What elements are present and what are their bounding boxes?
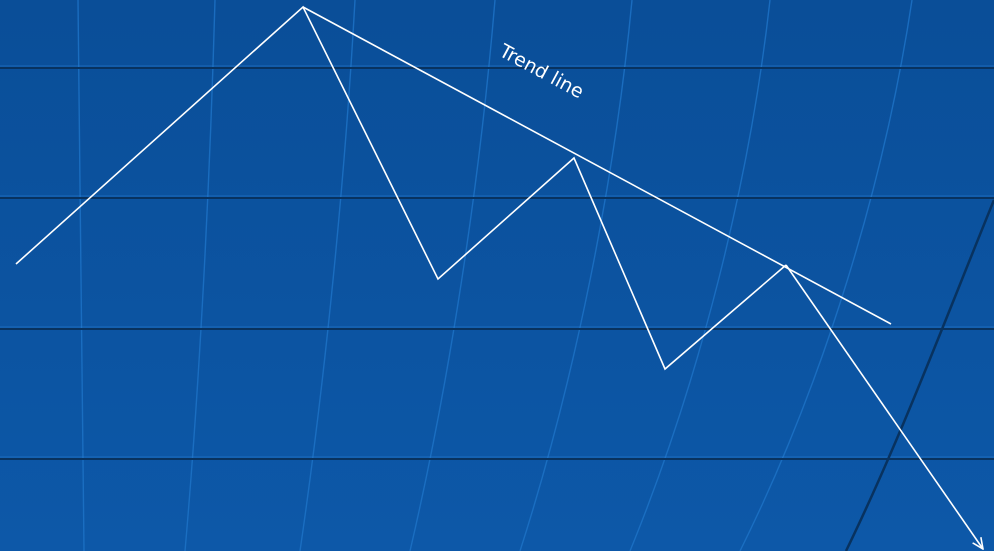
grid-vertical-line <box>629 0 771 551</box>
breakdown-arrow <box>785 264 983 549</box>
grid-vertical-line <box>184 0 216 551</box>
grid-vertical-lines <box>77 0 913 551</box>
grid-horizontal-lines <box>0 65 994 460</box>
trend-line <box>302 6 892 325</box>
grid-vertical-line <box>299 0 356 551</box>
decorative-arc <box>844 199 994 551</box>
grid-vertical-line <box>519 0 633 551</box>
price-path <box>15 5 787 371</box>
grid-vertical-line <box>409 0 496 551</box>
grid-vertical-line <box>739 0 913 551</box>
grid-vertical-line <box>77 0 85 551</box>
